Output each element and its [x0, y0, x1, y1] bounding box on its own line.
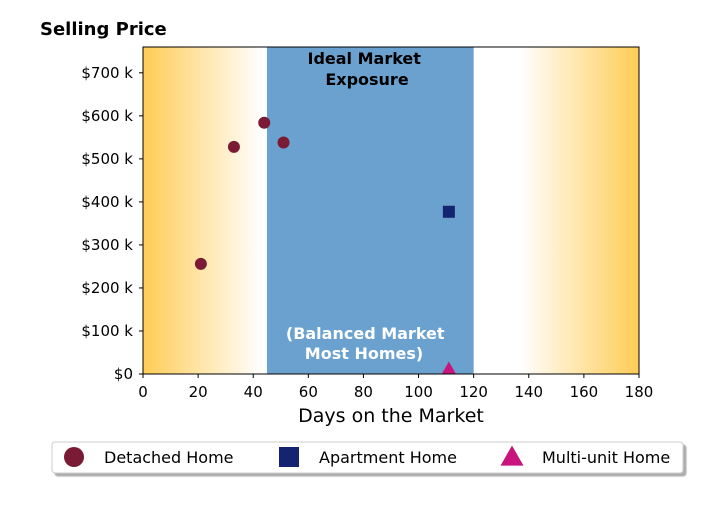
data-point: [194, 257, 207, 270]
x-tick-label: 80: [354, 383, 373, 401]
ideal-exposure-label-line2: Exposure: [325, 70, 409, 89]
y-tick-label: $500 k: [81, 150, 133, 168]
data-points: [194, 116, 456, 374]
y-tick-label: $0: [114, 365, 133, 383]
y-tick-label: $700 k: [81, 64, 133, 82]
x-tick-label: 100: [404, 383, 433, 401]
data-point: [227, 140, 240, 153]
x-tick-label: 60: [299, 383, 318, 401]
balanced-market-label-line2: Most Homes): [305, 344, 423, 363]
legend-label-2: Apartment Home: [319, 448, 457, 467]
y-tick-label: $200 k: [81, 279, 133, 297]
ideal-exposure-region: [267, 47, 474, 374]
x-tick-label: 160: [570, 383, 599, 401]
x-tick-label: 40: [244, 383, 263, 401]
legend: Detached Home Apartment Home Multi-unit Ho…: [51, 441, 684, 474]
y-tick-label: $300 k: [81, 236, 133, 254]
data-point: [258, 116, 271, 129]
x-tick-label: 140: [514, 383, 543, 401]
x-axis-title: Days on the Market: [298, 405, 484, 427]
ideal-exposure-label: Ideal Market Exposure: [307, 49, 426, 89]
y-tick-label: $100 k: [81, 322, 133, 340]
x-tick-label: 20: [189, 383, 208, 401]
y-tick-label: $600 k: [81, 107, 133, 125]
legend-marker-3: [500, 445, 524, 466]
legend-marker-2: [279, 447, 299, 467]
balanced-market-label-line1: (Balanced Market: [286, 324, 445, 343]
legend-marker-1: [64, 447, 84, 467]
legend-label-3: Multi-unit Home: [542, 448, 670, 467]
y-tick-label: $400 k: [81, 193, 133, 211]
data-point: [442, 205, 455, 218]
ideal-exposure-label-line1: Ideal Market: [307, 49, 421, 68]
data-point: [277, 136, 290, 149]
chart-title: Selling Price: [40, 19, 167, 40]
balanced-market-label: (Balanced Market Most Homes): [286, 324, 450, 363]
x-tick-label: 0: [138, 383, 148, 401]
legend-label-1: Detached Home: [104, 448, 234, 467]
data-point: [441, 361, 456, 374]
x-tick-label: 180: [625, 383, 654, 401]
legend-box: [51, 441, 684, 474]
x-tick-label: 120: [459, 383, 488, 401]
plot-frame: [142, 46, 640, 375]
axis-ticks: 0 20 40 60 80 100 120 140 160 180 $0 $100 k $200 k $3…: [81, 64, 653, 401]
